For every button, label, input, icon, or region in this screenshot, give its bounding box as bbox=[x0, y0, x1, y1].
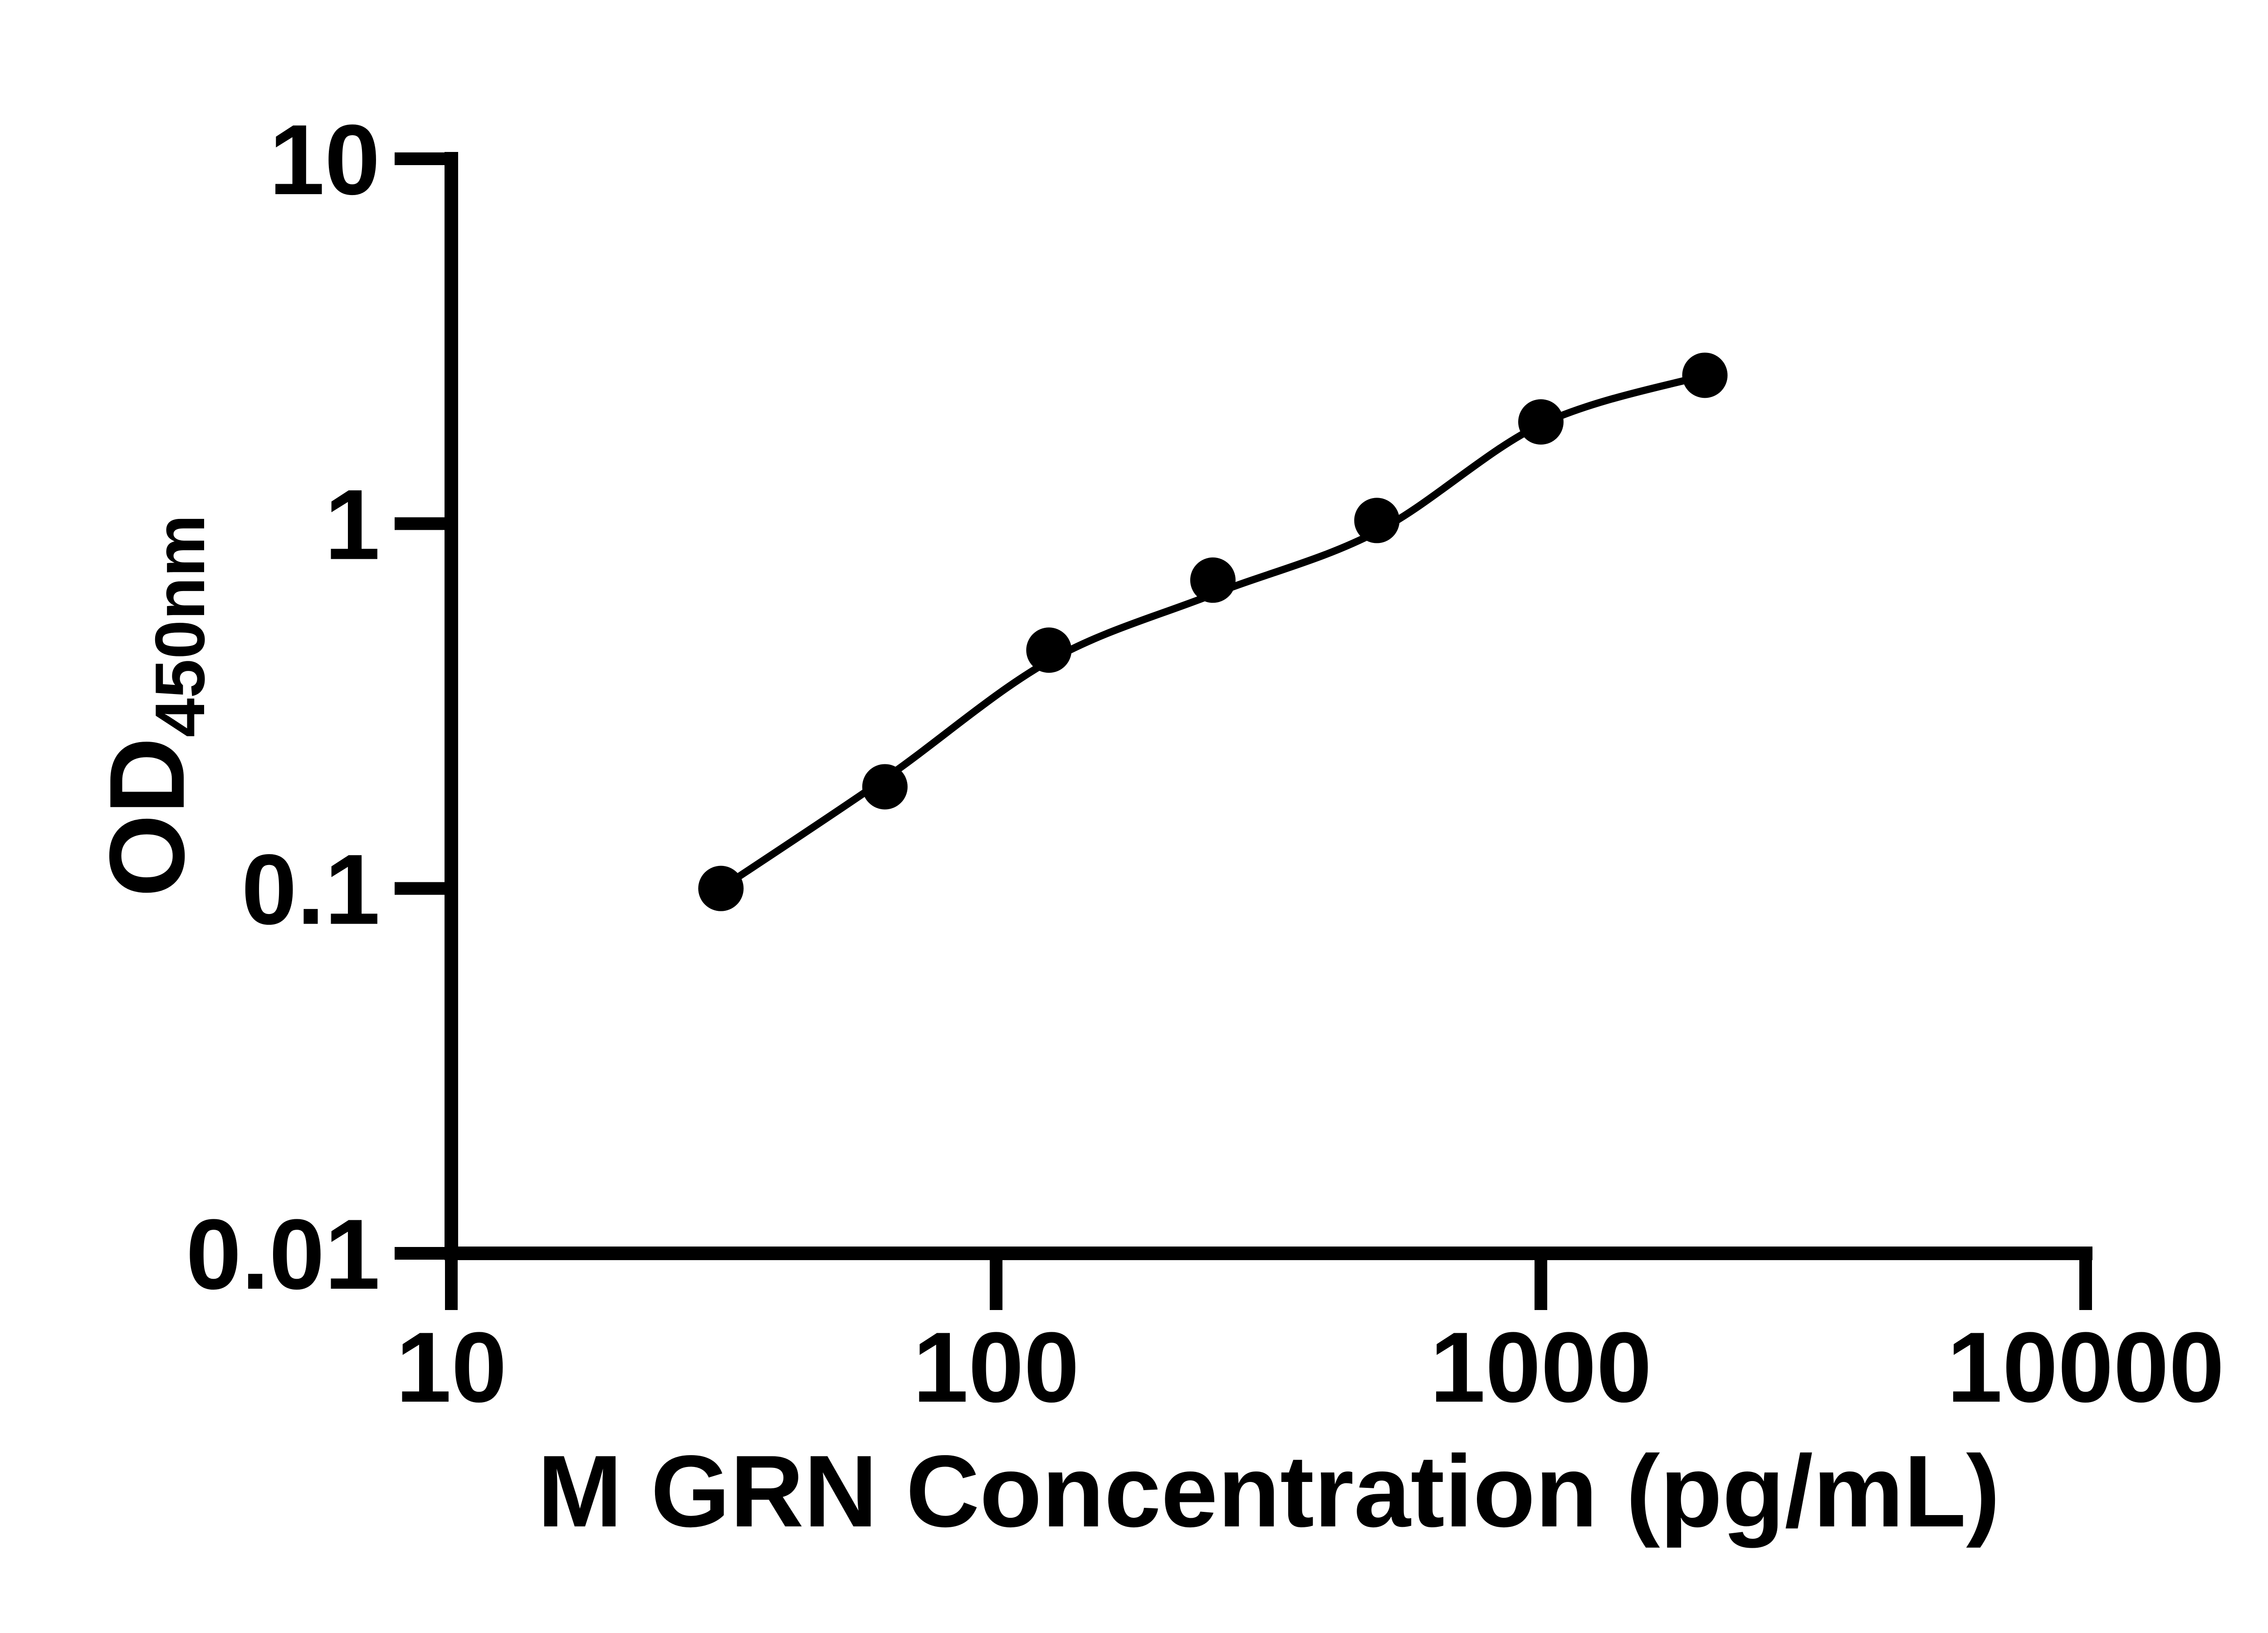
data-point-marker bbox=[1190, 557, 1236, 603]
y-tick-label: 10 bbox=[269, 104, 380, 215]
x-axis-title: M GRN Concentration (pg/mL) bbox=[538, 1434, 2000, 1548]
data-point-marker bbox=[862, 764, 908, 810]
y-tick-label: 0.1 bbox=[241, 834, 380, 945]
y-tick-label: 0.01 bbox=[186, 1198, 380, 1310]
y-tick-label: 1 bbox=[325, 469, 380, 580]
data-point-marker bbox=[698, 865, 744, 911]
data-point-marker bbox=[1518, 399, 1564, 445]
x-tick-label: 1000 bbox=[1430, 1311, 1652, 1423]
x-tick-label: 100 bbox=[913, 1311, 1079, 1423]
y-axis-title-main: OD bbox=[87, 737, 206, 897]
data-point-marker bbox=[1026, 627, 1072, 673]
data-point-marker bbox=[1354, 498, 1400, 543]
data-point-marker bbox=[1682, 352, 1728, 398]
y-axis-title-subscript: 450nm bbox=[141, 514, 219, 737]
x-tick-label: 10 bbox=[396, 1311, 507, 1423]
y-axis-title: OD450nm bbox=[87, 514, 219, 897]
x-tick-label: 10000 bbox=[1947, 1311, 2224, 1423]
